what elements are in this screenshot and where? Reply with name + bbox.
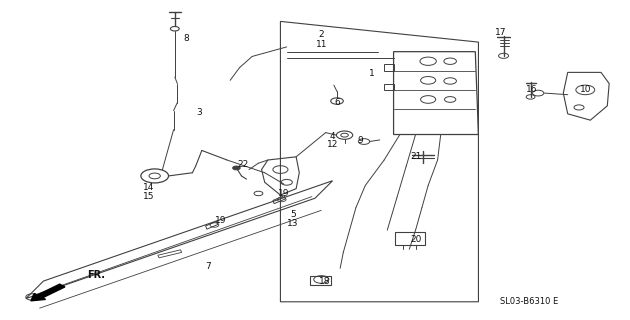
- Text: 5: 5: [290, 210, 296, 219]
- Text: 14: 14: [143, 183, 154, 192]
- Text: 10: 10: [580, 85, 591, 94]
- Text: SL03-B6310 E: SL03-B6310 E: [500, 297, 558, 306]
- Text: 12: 12: [327, 140, 338, 149]
- Text: 17: 17: [495, 28, 506, 37]
- Text: 20: 20: [410, 235, 421, 244]
- Text: 2: 2: [319, 30, 324, 39]
- Text: 16: 16: [526, 85, 537, 94]
- Text: 18: 18: [319, 277, 330, 286]
- Text: 19: 19: [278, 189, 289, 198]
- Text: 15: 15: [142, 192, 154, 201]
- FancyArrow shape: [31, 284, 65, 301]
- Text: FR.: FR.: [88, 270, 105, 280]
- Text: 7: 7: [205, 262, 211, 271]
- Text: 22: 22: [237, 160, 248, 169]
- Text: 9: 9: [357, 136, 363, 145]
- Text: 4: 4: [329, 132, 335, 140]
- Text: 8: 8: [183, 35, 189, 44]
- Text: 3: 3: [196, 108, 202, 117]
- Text: 1: 1: [369, 69, 374, 78]
- Text: 6: 6: [334, 98, 340, 107]
- Text: 13: 13: [287, 219, 299, 228]
- Text: 19: 19: [215, 216, 226, 225]
- Circle shape: [232, 166, 240, 170]
- Text: 21: 21: [410, 152, 421, 161]
- Text: 11: 11: [316, 40, 327, 49]
